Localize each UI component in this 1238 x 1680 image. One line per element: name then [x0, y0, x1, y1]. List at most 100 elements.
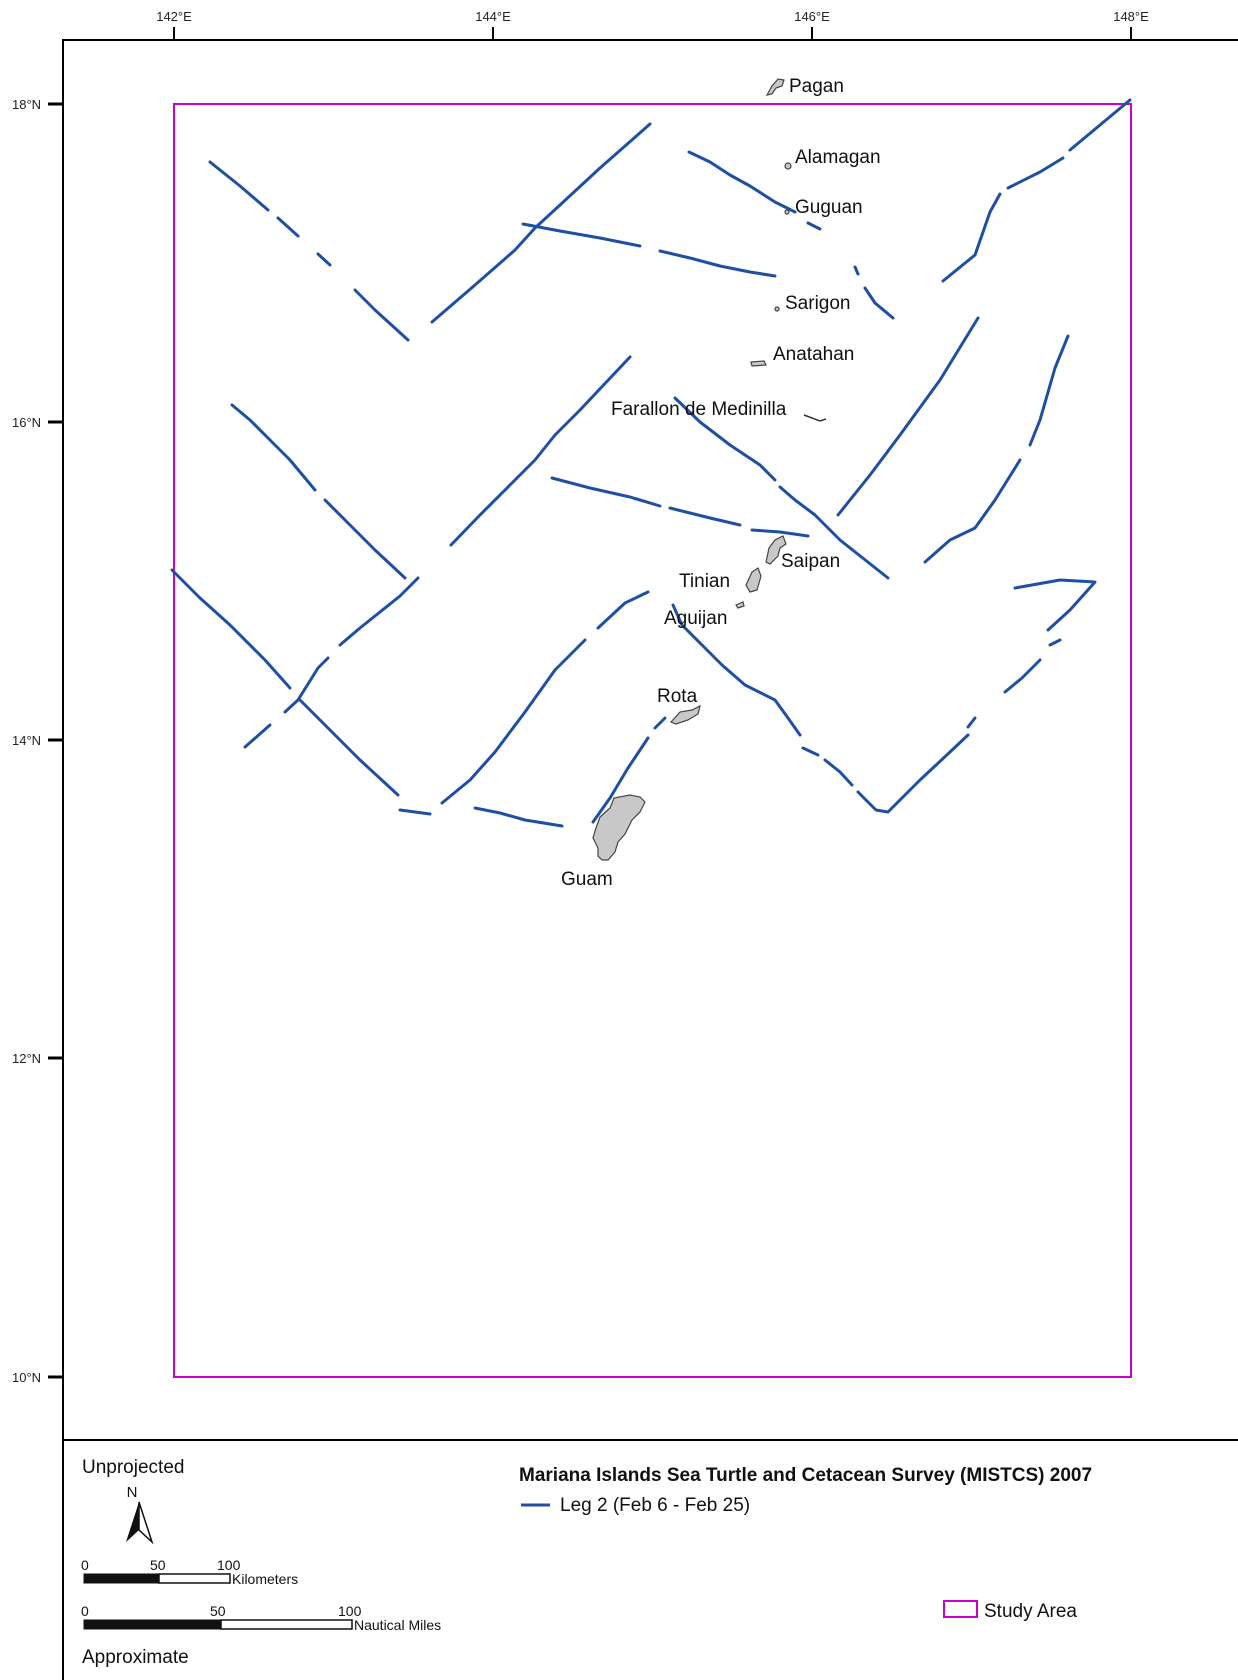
trackline-segment [863, 286, 895, 320]
lon-tick-label: 148°E [1113, 9, 1149, 24]
trackline-segment [823, 758, 854, 787]
trackline-segment [653, 716, 667, 730]
island-alamagan [784, 162, 792, 170]
trackline-segment [1068, 98, 1132, 152]
label-tinian: Tinian [679, 571, 730, 592]
island-guguan [784, 209, 790, 215]
island-anatahan [750, 360, 767, 367]
trackline-segment [170, 568, 292, 690]
scale-km-tick: 0 [81, 1557, 89, 1573]
trackline-segment [668, 506, 742, 527]
label-aguijan: Aguijan [664, 608, 727, 629]
latitude-ticks: 18°N 16°N 14°N 12°N 10°N [12, 97, 63, 1385]
island-saipan [765, 535, 787, 565]
study-area-legend-label: Study Area [984, 1601, 1077, 1622]
trackline-segment [283, 656, 330, 714]
approximate-note: Approximate [82, 1647, 189, 1668]
trackline-segment [1006, 156, 1065, 190]
label-alamagan: Alamagan [795, 147, 881, 168]
label-guam: Guam [561, 869, 613, 890]
trackline-segment [276, 216, 300, 238]
trackline-segment [801, 746, 820, 757]
label-rota: Rota [657, 686, 698, 707]
trackline-segment [658, 249, 777, 278]
trackline-segment [521, 222, 642, 248]
trackline-segment [398, 808, 432, 816]
lat-tick-label: 14°N [12, 733, 41, 748]
island-pagan [765, 78, 785, 96]
lat-tick-label: 16°N [12, 415, 41, 430]
island-aguijan [735, 601, 745, 609]
trackline-segment [591, 736, 650, 824]
trackline-segment [316, 252, 332, 267]
scale-nm-tick: 100 [338, 1603, 362, 1619]
trackline-segment [806, 221, 822, 231]
survey-tracklines [170, 98, 1132, 828]
island-sarigon [774, 306, 780, 312]
label-guguan: Guguan [795, 197, 863, 218]
trackline-segment [1028, 334, 1070, 447]
study-area-boundary [173, 103, 1132, 1378]
trackline-segment [1003, 658, 1042, 694]
trackline-segment [1048, 638, 1062, 647]
trackline-segment [836, 316, 980, 517]
scale-km-tick: 50 [150, 1557, 166, 1573]
longitude-ticks: 142°E 144°E 146°E 148°E [156, 9, 1149, 40]
scale-nm-tick: 50 [210, 1603, 226, 1619]
trackline-segment [550, 476, 662, 508]
trackline-segment [966, 716, 977, 729]
island-rota [669, 704, 701, 725]
trackline-segment [687, 150, 797, 214]
trackline-segment [671, 603, 802, 737]
trackline-segment [596, 590, 650, 630]
projection-label: Unprojected [82, 1457, 184, 1478]
trackline-segment [323, 498, 407, 580]
island-tinian [745, 567, 762, 593]
label-sarigon: Sarigon [785, 293, 851, 314]
scale-nm-unit: Nautical Miles [354, 1617, 441, 1633]
north-label: N [127, 1484, 138, 1501]
label-saipan: Saipan [781, 551, 840, 572]
label-pagan: Pagan [789, 76, 844, 97]
lon-tick-label: 144°E [475, 9, 511, 24]
island-labels: Pagan Alamagan Guguan Sarigon Anatahan F… [561, 76, 881, 890]
trackline-segment [473, 806, 564, 828]
north-arrow-icon [126, 1501, 154, 1545]
trackline-segment [853, 265, 860, 276]
trackline-segment [338, 576, 420, 647]
scale-bar-kilometers: 0 50 100 Kilometers [81, 1557, 298, 1587]
lat-tick-label: 10°N [12, 1370, 41, 1385]
lat-tick-label: 12°N [12, 1051, 41, 1066]
trackline-segment [923, 458, 1022, 564]
trackline-segment [243, 723, 272, 749]
trackline-segment [440, 638, 587, 805]
trackline-segment [430, 122, 652, 324]
scale-bar-nautical-miles: 0 50 100 Nautical Miles [81, 1603, 441, 1633]
trackline-segment [750, 528, 810, 538]
trackline-segment [353, 288, 410, 342]
legend-panel: Unprojected N 0 50 100 Kilometers 0 50 1… [62, 1439, 1238, 1680]
lat-tick-label: 18°N [12, 97, 41, 112]
scale-km-unit: Kilometers [232, 1571, 298, 1587]
label-anatahan: Anatahan [773, 344, 854, 365]
lon-tick-label: 146°E [794, 9, 830, 24]
scale-nm-tick: 0 [81, 1603, 89, 1619]
trackline-segment [856, 733, 970, 814]
trackline-segment [208, 160, 270, 212]
island-guam [592, 794, 646, 861]
trackline-segment [673, 396, 777, 482]
map-frame [62, 39, 1238, 1441]
legend-title: Mariana Islands Sea Turtle and Cetacean … [519, 1465, 1092, 1486]
island-farallon-de-medinilla [803, 414, 827, 422]
islands [592, 78, 827, 861]
trackline-segment [778, 485, 890, 580]
lon-tick-label: 142°E [156, 9, 192, 24]
study-area-legend-swatch [943, 1600, 978, 1618]
trackline-segment [449, 355, 632, 547]
scale-km-tick: 100 [217, 1557, 241, 1573]
trackline-segment [298, 698, 400, 797]
trackline-segment [941, 192, 1002, 283]
track-legend-label: Leg 2 (Feb 6 - Feb 25) [560, 1495, 750, 1516]
label-farallon-de-medinilla: Farallon de Medinilla [611, 399, 787, 420]
